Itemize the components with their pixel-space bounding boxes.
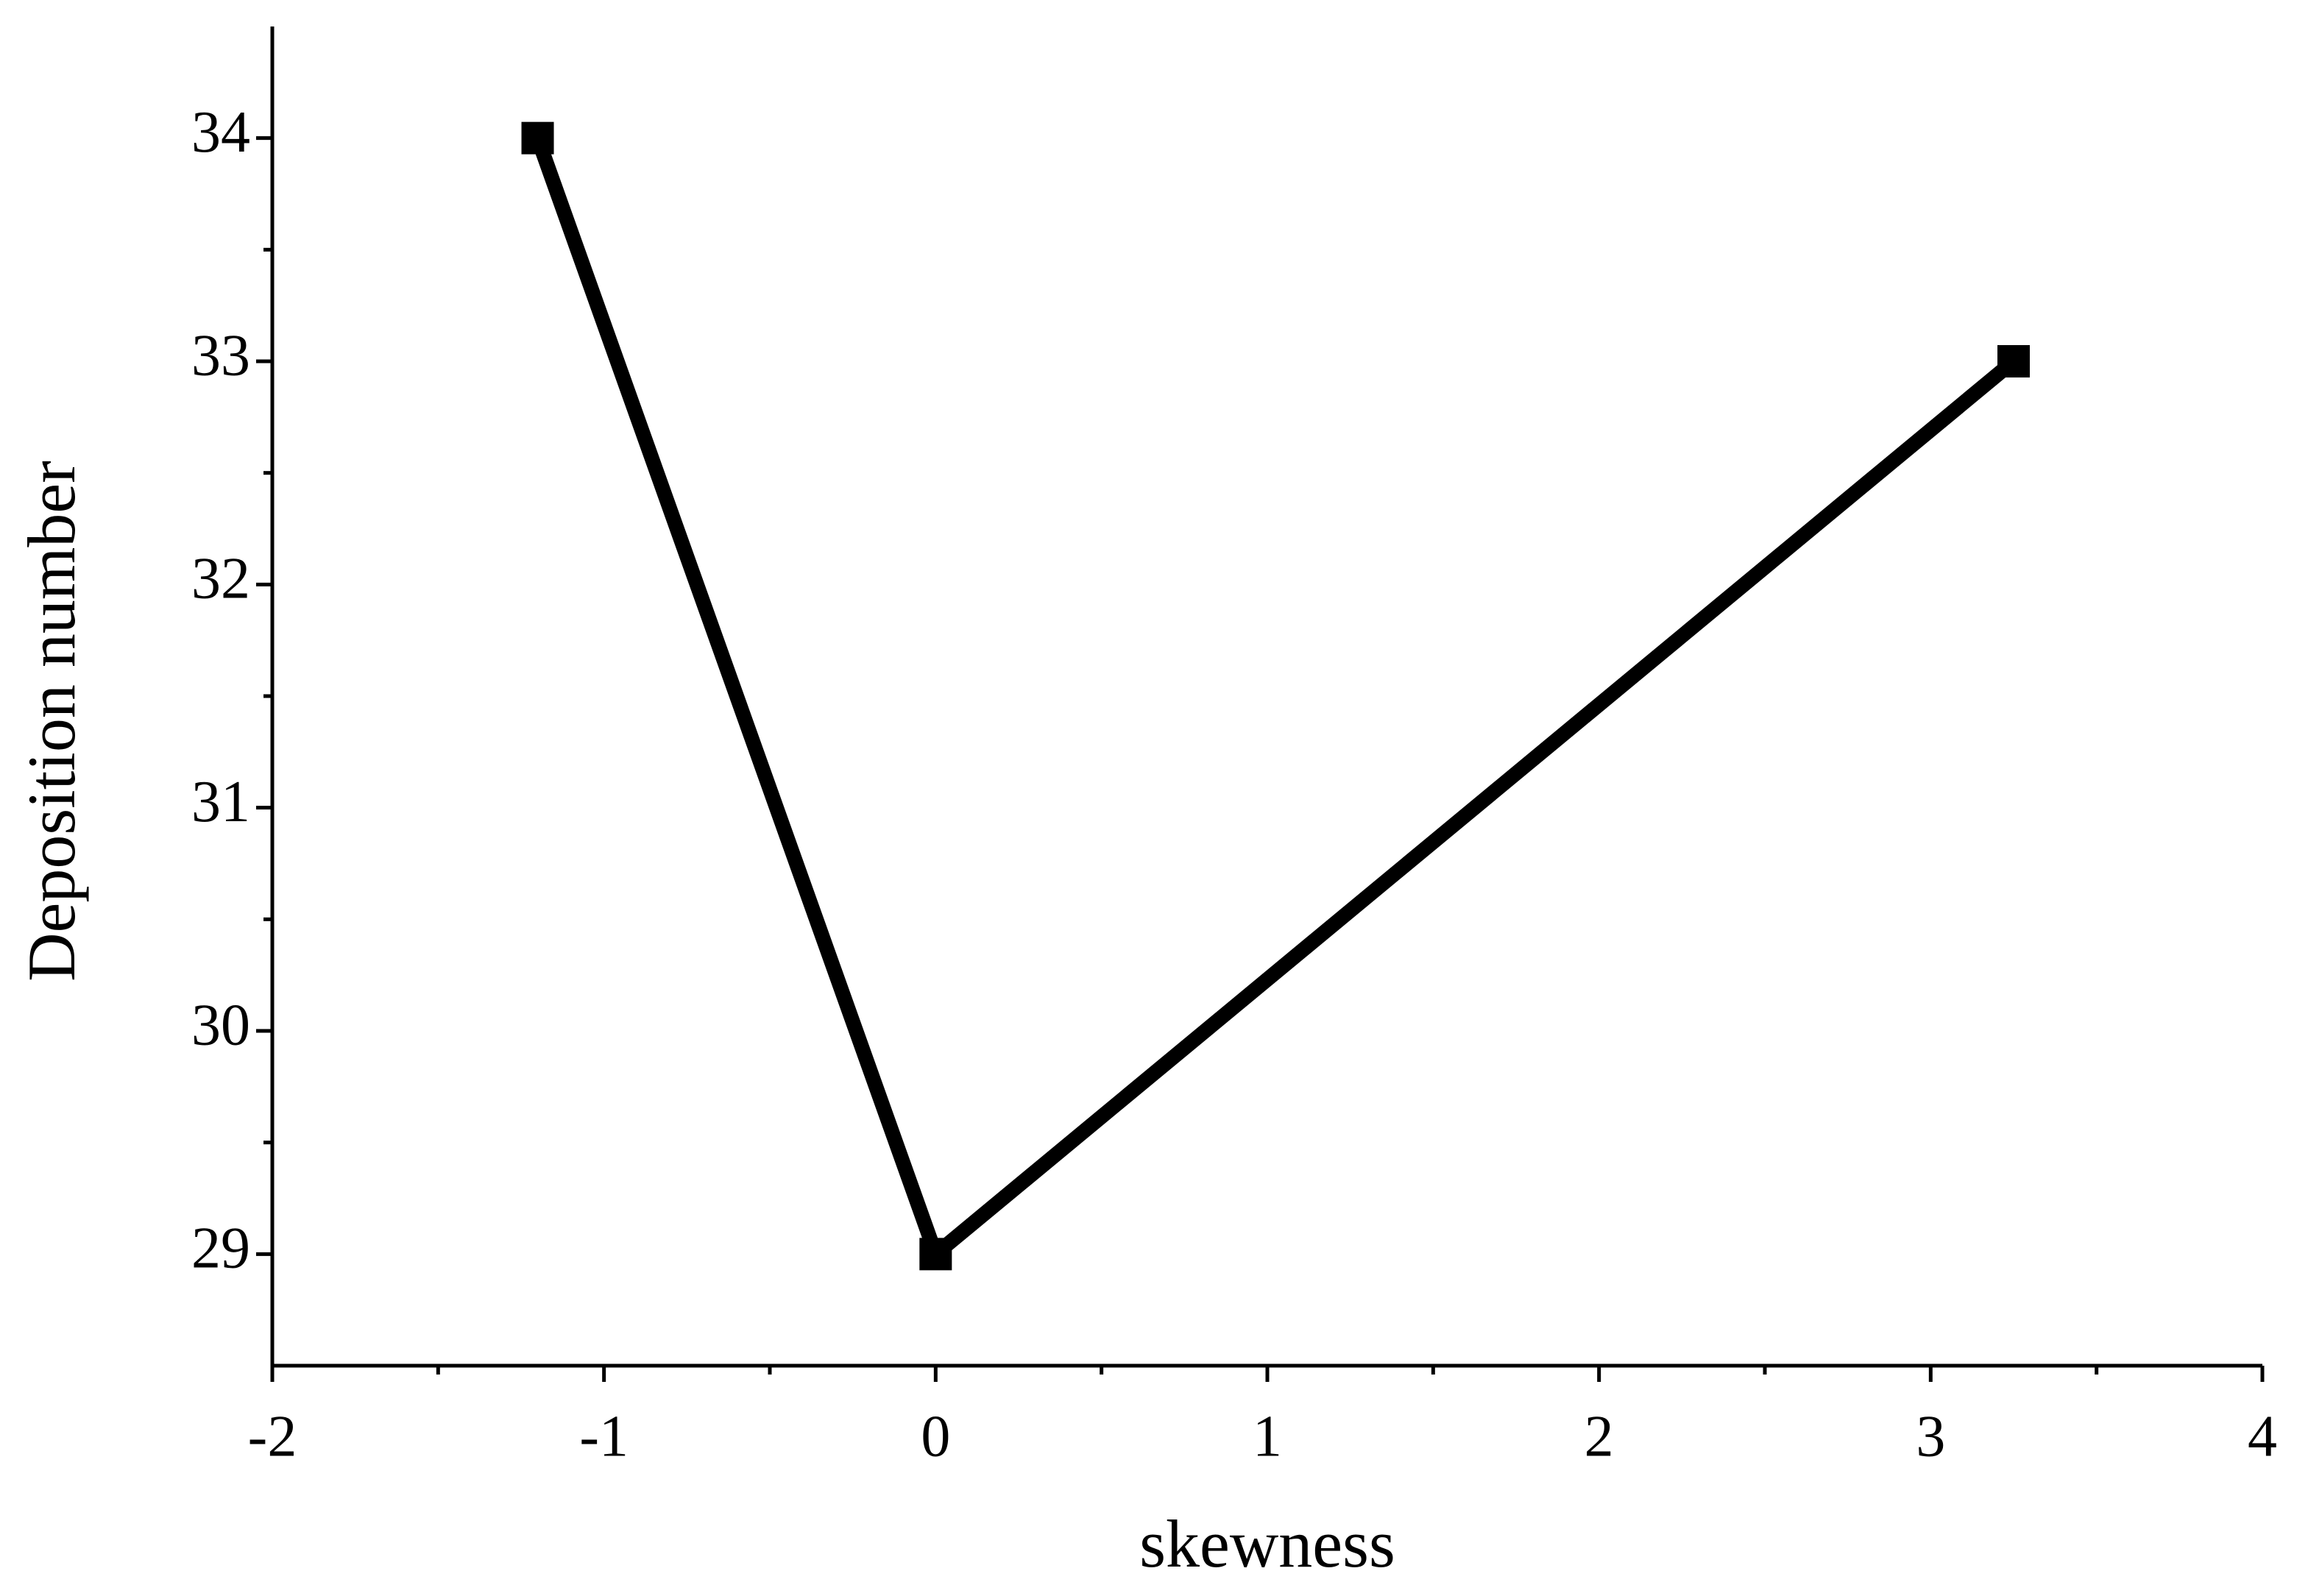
- y-tick-label: 34: [191, 100, 250, 165]
- marker: [919, 1238, 952, 1271]
- x-tick-label: -1: [579, 1404, 629, 1469]
- y-tick-label: 31: [191, 770, 250, 834]
- marker: [1997, 345, 2030, 377]
- x-tick-label: 2: [1585, 1404, 1614, 1469]
- x-tick-label: 4: [2248, 1404, 2277, 1469]
- y-axis-title: Deposition number: [14, 461, 89, 982]
- x-axis-title: skewness: [1139, 1506, 1395, 1581]
- marker: [521, 121, 554, 155]
- x-tick-label: 1: [1253, 1404, 1282, 1469]
- x-tick-label: -2: [248, 1404, 297, 1469]
- y-tick-label: 29: [191, 1216, 250, 1281]
- x-tick-label: 3: [1916, 1404, 1945, 1469]
- y-tick-label: 33: [191, 323, 250, 388]
- y-tick-label: 32: [191, 547, 250, 611]
- x-tick-label: 0: [921, 1404, 950, 1469]
- data-line: [531, 135, 2019, 1262]
- y-tick-label: 30: [191, 993, 250, 1057]
